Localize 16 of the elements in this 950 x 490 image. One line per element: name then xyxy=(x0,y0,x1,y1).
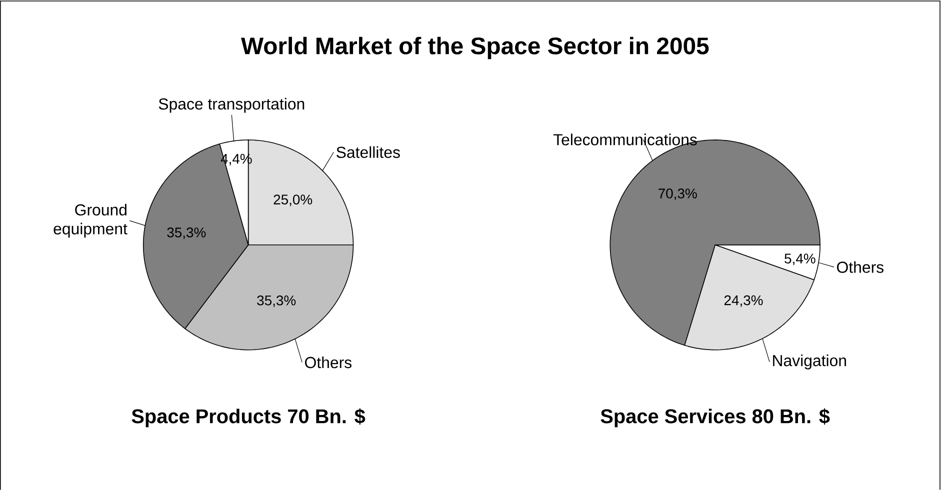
data-label: 24,3% xyxy=(724,295,763,307)
data-label: 35,3% xyxy=(257,295,296,307)
text: Space Products 70 Bn. $ xyxy=(132,408,366,428)
slice-label: Others xyxy=(305,356,352,368)
slice-label: Telecommunications xyxy=(553,134,697,146)
slice-label: Space transportation xyxy=(158,98,304,113)
data-label: 70,3% xyxy=(658,188,697,200)
data-label: 5,4% xyxy=(784,254,816,266)
slice-label: Ground equipment xyxy=(54,204,128,238)
slice-label: Others xyxy=(837,261,884,273)
text: World Market of the Space Sector in 2005 xyxy=(241,36,709,60)
data-label: 25,0% xyxy=(274,194,312,206)
text: Space Services 80 Bn. $ xyxy=(600,408,830,428)
slice-label: Navigation xyxy=(773,354,846,370)
slice-label: Satellites xyxy=(336,146,400,158)
data-label: 35,3% xyxy=(167,227,206,239)
